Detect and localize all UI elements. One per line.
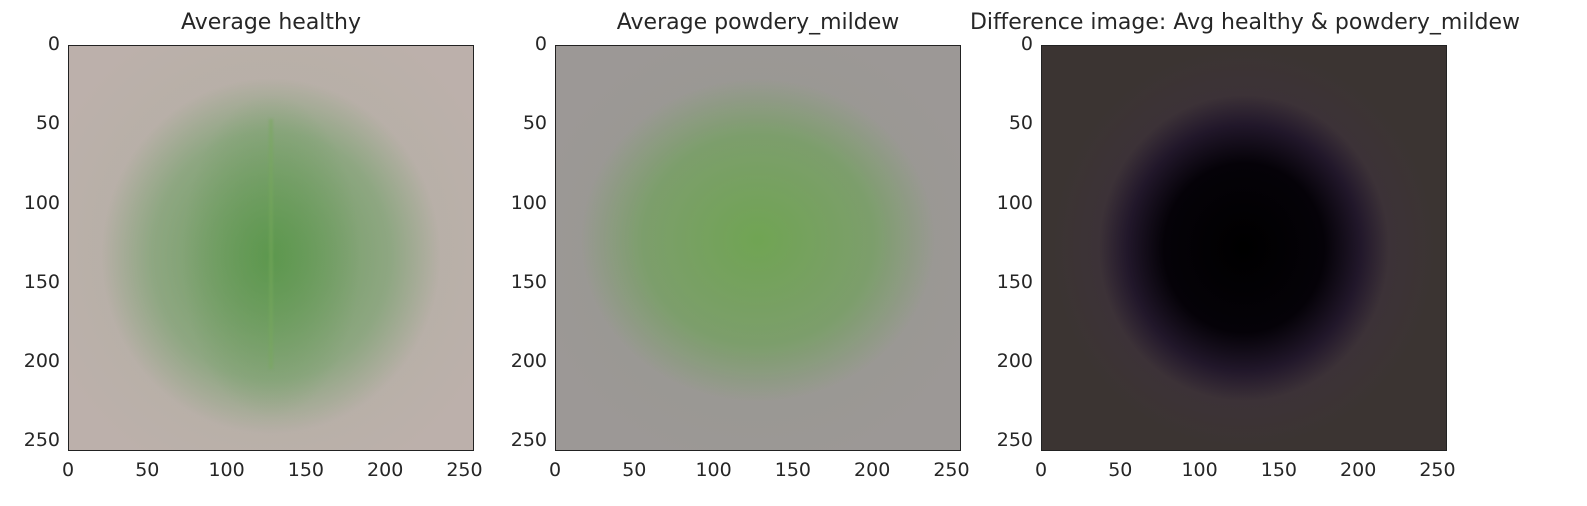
- y-tick-label: 200: [23, 350, 60, 373]
- x-tick-label: 50: [1108, 459, 1133, 481]
- y-tick-label: 0: [1020, 33, 1033, 55]
- difference-image: [1041, 45, 1447, 451]
- average-powdery-mildew-image: [555, 45, 961, 451]
- y-tick-label: 100: [510, 191, 547, 214]
- x-tick-label: 0: [548, 459, 562, 481]
- x-tick-label: 100: [695, 459, 732, 481]
- y-tick-label: 50: [522, 112, 547, 135]
- x-tick-label: 100: [1181, 459, 1218, 481]
- panel-healthy: Average healthy 0 50 100 150 200 250 0 50 100 15…: [0, 0, 540, 506]
- y-tick-label: 250: [23, 429, 60, 452]
- x-tick-label: 0: [61, 459, 75, 481]
- panel-title: Average healthy: [181, 10, 361, 35]
- x-tick-label: 200: [367, 459, 404, 481]
- y-tick-label: 150: [996, 270, 1033, 293]
- x-tick-label: 100: [208, 459, 245, 481]
- panel-powdery-mildew: Average powdery_mildew 0 50 100 150 200 250 0…: [510, 10, 970, 481]
- x-tick-label: 200: [1340, 459, 1377, 481]
- average-healthy-image: [68, 45, 474, 451]
- y-tick-label: 0: [534, 33, 547, 55]
- y-tick-label: 250: [510, 429, 547, 452]
- y-tick-label: 0: [47, 33, 60, 55]
- y-tick-label: 50: [1008, 112, 1033, 135]
- x-tick-label: 150: [287, 459, 325, 481]
- x-tick-label: 200: [854, 459, 891, 481]
- panel-title: Difference image: Avg healthy & powdery_…: [969, 10, 1520, 35]
- x-tick-label: 0: [1034, 459, 1048, 481]
- y-tick-label: 50: [35, 112, 60, 135]
- panel-title: Average powdery_mildew: [616, 10, 900, 35]
- x-tick-label: 150: [1260, 459, 1298, 481]
- y-tick-label: 100: [996, 191, 1033, 214]
- x-tick-label: 50: [622, 459, 647, 481]
- y-tick-label: 100: [23, 191, 60, 214]
- y-tick-label: 200: [996, 350, 1033, 373]
- x-tick-label: 250: [446, 459, 483, 481]
- y-tick-label: 250: [996, 429, 1033, 452]
- x-tick-label: 150: [774, 459, 812, 481]
- y-tick-label: 200: [510, 350, 547, 373]
- x-tick-label: 50: [135, 459, 160, 481]
- y-tick-label: 150: [510, 270, 547, 293]
- x-tick-label: 250: [933, 459, 970, 481]
- y-tick-label: 150: [23, 270, 60, 293]
- x-tick-label: 250: [1419, 459, 1456, 481]
